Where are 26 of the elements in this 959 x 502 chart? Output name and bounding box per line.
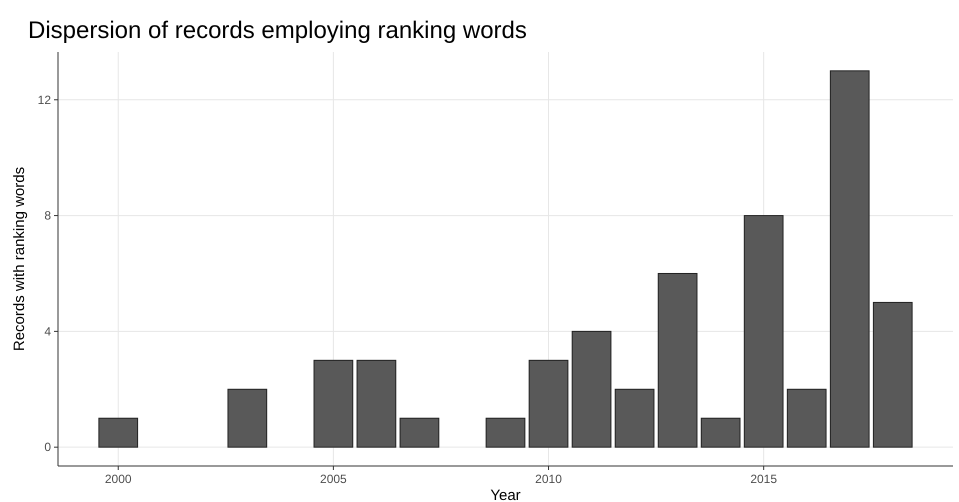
- bar: [314, 360, 354, 448]
- x-tick-label: 2005: [320, 472, 348, 486]
- bar: [872, 302, 913, 448]
- bar: [356, 360, 396, 448]
- bar: [400, 418, 440, 448]
- y-tick-label: 0: [44, 440, 52, 454]
- y-tick-label: 4: [44, 324, 52, 338]
- y-tick-label: 8: [44, 208, 52, 223]
- bar: [830, 70, 870, 448]
- bar: [528, 360, 568, 448]
- bar: [786, 388, 827, 448]
- bar: [227, 388, 268, 448]
- x-tick-label: 2015: [750, 472, 778, 486]
- bar: [658, 272, 698, 448]
- bar: [700, 418, 741, 448]
- x-axis-title: Year: [490, 487, 521, 502]
- chart-title: Dispersion of records employing ranking words: [28, 17, 527, 44]
- bar: [572, 330, 612, 448]
- bar: [98, 418, 138, 448]
- x-tick-label: 2000: [104, 472, 132, 486]
- y-axis-title: Records with ranking words: [11, 166, 28, 352]
- bar: [744, 215, 784, 448]
- bar: [486, 418, 526, 448]
- y-tick-label: 12: [38, 92, 52, 107]
- x-tick-label: 2010: [535, 472, 562, 486]
- bar: [614, 388, 654, 448]
